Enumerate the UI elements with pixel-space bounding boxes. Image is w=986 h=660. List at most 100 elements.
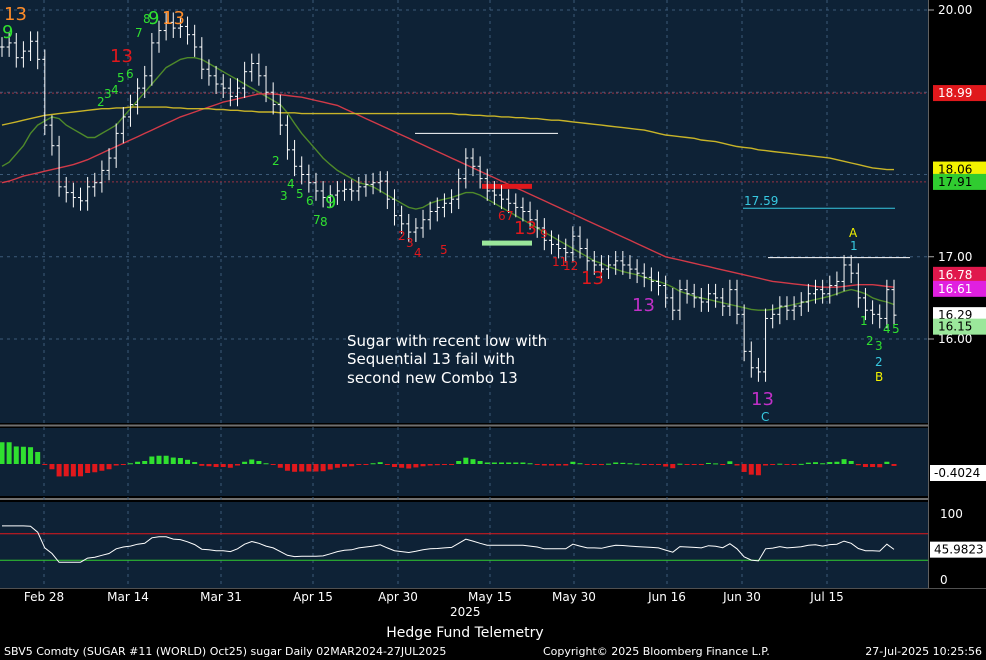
histogram-bar: [334, 464, 340, 468]
histogram-bar: [870, 464, 876, 467]
price-tag-bg: [933, 173, 986, 190]
histogram-bar: [449, 464, 455, 465]
count-mark: 7: [313, 213, 321, 227]
histogram-bar: [320, 464, 326, 472]
count-mark: 11: [552, 255, 567, 269]
histogram-bar: [627, 463, 633, 465]
count-mark: 6: [306, 194, 314, 208]
histogram-bar: [42, 464, 48, 465]
histogram-bar: [284, 464, 290, 471]
count-mark: 13: [581, 268, 604, 289]
price-tag-label: 18.99: [938, 86, 972, 100]
x-tick-label: Mar 14: [107, 590, 149, 604]
rsi-line: [2, 525, 895, 563]
count-mark: 7: [506, 209, 514, 223]
count-mark: B: [875, 370, 883, 384]
histogram-bar: [220, 464, 226, 467]
histogram-bar: [755, 464, 761, 476]
x-tick-label: Feb 28: [24, 590, 64, 604]
histogram-bar: [705, 462, 711, 464]
histogram-bar: [570, 461, 576, 464]
histogram-bar: [156, 455, 162, 464]
histogram-bar: [556, 464, 562, 466]
level-label: 17.59: [744, 194, 778, 208]
histogram-bar: [734, 464, 740, 466]
histogram-bar: [463, 457, 469, 464]
histogram-bar: [277, 464, 283, 468]
footer-copyright: Copyright© 2025 Bloomberg Finance L.P.: [543, 645, 770, 658]
histogram-bar: [149, 456, 155, 464]
histogram-bar: [698, 464, 704, 465]
price-bars-layer: [0, 12, 897, 382]
histogram-bar: [656, 464, 662, 465]
histogram-bar: [620, 462, 626, 464]
histogram-bar: [741, 464, 747, 472]
histogram-bar: [784, 464, 790, 465]
rsi-layer: [0, 525, 928, 563]
histogram-bar: [263, 463, 269, 465]
histogram-bar: [399, 464, 405, 468]
histogram-bar: [663, 464, 669, 467]
histogram-bar: [177, 458, 183, 464]
histogram-bar: [377, 462, 383, 464]
histogram-bar: [491, 462, 497, 464]
histogram-bar: [713, 463, 719, 465]
histogram-bar: [534, 464, 540, 465]
histogram-bar: [684, 464, 690, 465]
histogram-bar: [113, 464, 119, 466]
histogram-bar: [763, 464, 769, 466]
count-mark: 5: [892, 322, 900, 336]
indicator-tag-label: -0.4024: [934, 466, 980, 480]
histogram-bar: [548, 464, 554, 466]
count-mark: 13: [110, 46, 133, 67]
ma-line-sma200: [1, 106, 894, 171]
count-mark: 6: [126, 67, 134, 81]
histogram-bar: [185, 459, 191, 464]
histogram-bar: [35, 452, 41, 464]
footer-timestamp: 27-Jul-2025 10:25:56: [865, 645, 982, 658]
grid-layer: [0, 0, 928, 588]
histogram-bar: [234, 464, 240, 466]
histogram-bar: [841, 459, 847, 464]
count-mark: 2: [272, 154, 280, 168]
x-tick-label: May 30: [552, 590, 596, 604]
count-mark: 12: [563, 259, 578, 273]
count-mark: 6: [498, 209, 506, 223]
histogram-bar: [192, 462, 198, 464]
histogram-bar: [798, 463, 804, 465]
histogram-bar: [206, 464, 212, 467]
histogram-bar: [477, 461, 483, 464]
histogram-bar: [598, 464, 604, 466]
chart-title: Hedge Fund Telemetry: [386, 625, 543, 641]
histogram-bar: [513, 462, 519, 464]
histogram-bar: [748, 464, 754, 475]
price-tag-bg: [933, 85, 986, 102]
count-mark: 9: [148, 8, 159, 29]
histogram-bar: [499, 462, 505, 464]
count-mark: 8: [143, 12, 151, 26]
histogram-bar: [677, 463, 683, 465]
count-mark: 13: [514, 218, 537, 239]
count-mark: 3: [875, 339, 883, 353]
price-tag-bg: [933, 280, 986, 297]
count-mark: 5: [117, 71, 125, 85]
count-mark: 2: [398, 229, 406, 243]
count-mark: 1: [850, 239, 858, 253]
histogram-bar: [541, 464, 547, 466]
price-tag-label: 16.78: [938, 268, 972, 282]
x-tick-label: Jun 16: [647, 590, 686, 604]
rsi-tick-label: 0: [940, 573, 948, 587]
count-mark: 4: [111, 83, 119, 97]
price-tag-bg: [933, 161, 986, 178]
count-mark: 2: [866, 334, 874, 348]
histogram-bar: [342, 464, 348, 467]
year-label: 2025: [450, 605, 481, 619]
histogram-bar: [249, 459, 255, 464]
histogram-bar: [413, 464, 419, 468]
histogram-bar: [170, 457, 176, 464]
histogram-bar: [591, 464, 597, 465]
histogram-bar: [613, 462, 619, 464]
